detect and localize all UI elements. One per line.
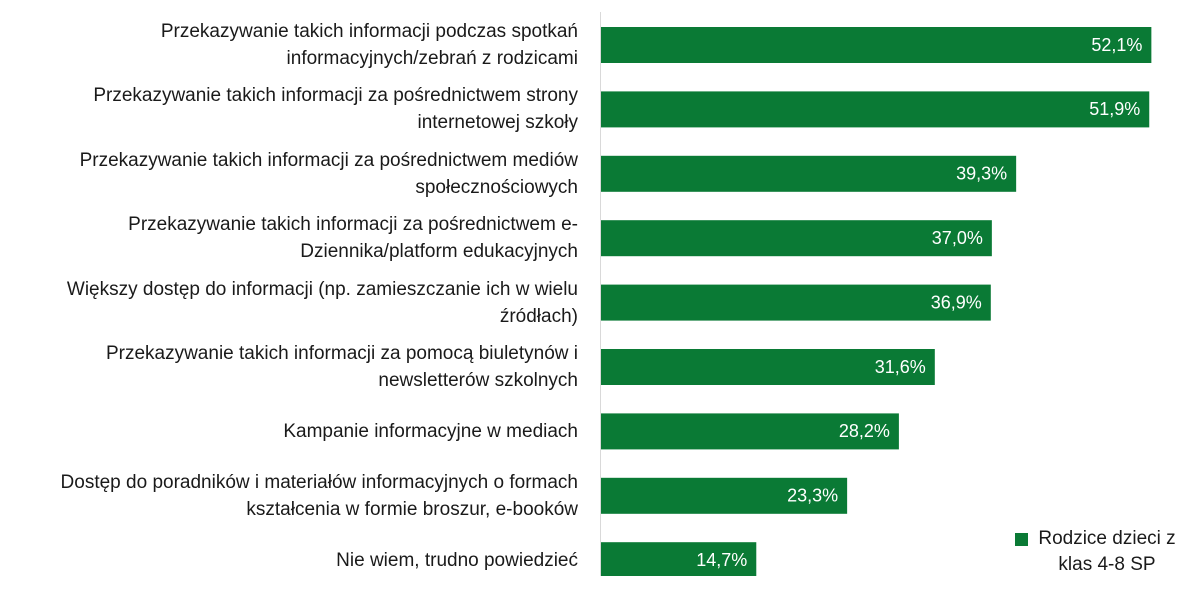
value-label: 51,9%	[1089, 99, 1140, 119]
bar	[601, 413, 899, 450]
category-label-box: Przekazywanie takich informacji za pośre…	[0, 142, 578, 206]
category-label-box: Nie wiem, trudno powiedzieć	[0, 528, 578, 592]
bar	[601, 349, 935, 385]
bar	[601, 220, 992, 257]
page: {"chart_data": {"type": "bar", "orientat…	[0, 12, 1182, 576]
value-label: 14,7%	[696, 550, 747, 570]
category-label: Dostęp do poradników i materiałów inform…	[60, 471, 578, 520]
value-label: 52,1%	[1091, 35, 1142, 55]
category-label-box: Przekazywanie takich informacji za pośre…	[0, 206, 578, 270]
category-label: Większy dostęp do informacji (np. zamies…	[66, 278, 578, 327]
bar	[601, 542, 757, 576]
category-label: Przekazywanie takich informacji za pomoc…	[105, 343, 578, 391]
category-label-box: Przekazywanie takich informacji podczas …	[0, 13, 578, 77]
value-label: 28,2%	[839, 421, 890, 441]
legend: Rodzice dzieci z klas 4-8 SP	[1014, 526, 1182, 576]
category-label: Przekazywanie takich informacji za pośre…	[93, 85, 578, 134]
value-label: 31,6%	[875, 357, 926, 377]
bar	[601, 27, 1152, 63]
category-label: Przekazywanie takich informacji za pośre…	[128, 214, 578, 263]
bar	[601, 91, 1150, 128]
bar	[601, 477, 848, 514]
category-label: Przekazywanie takich informacji podczas …	[160, 21, 578, 69]
bar	[601, 155, 1017, 192]
category-label: Nie wiem, trudno powiedzieć	[336, 549, 578, 571]
legend-swatch	[1015, 533, 1028, 546]
category-label-box: Przekazywanie takich informacji za pośre…	[0, 77, 578, 141]
legend-label: Rodzice dzieci z klas 4-8 SP	[1038, 528, 1176, 575]
bar	[601, 284, 991, 321]
category-label-box: Większy dostęp do informacji (np. zamies…	[0, 271, 578, 335]
value-label: 39,3%	[956, 164, 1007, 184]
value-label: 37,0%	[932, 228, 983, 248]
category-label-box: Dostęp do poradników i materiałów inform…	[0, 464, 578, 528]
chart: 52,1% 51,9% 39,3% 37,0% 36,9% 31,6% 28,2% 23,3%…	[600, 12, 1152, 576]
category-label: Przekazywanie takich informacji za pośre…	[79, 149, 578, 198]
category-label: Kampanie informacyjne w mediach	[283, 420, 578, 442]
category-label-box: Kampanie informacyjne w mediach	[0, 399, 578, 463]
value-label: 23,3%	[787, 486, 838, 506]
category-label-box: Przekazywanie takich informacji za pomoc…	[0, 335, 578, 399]
value-label: 36,9%	[931, 292, 982, 312]
